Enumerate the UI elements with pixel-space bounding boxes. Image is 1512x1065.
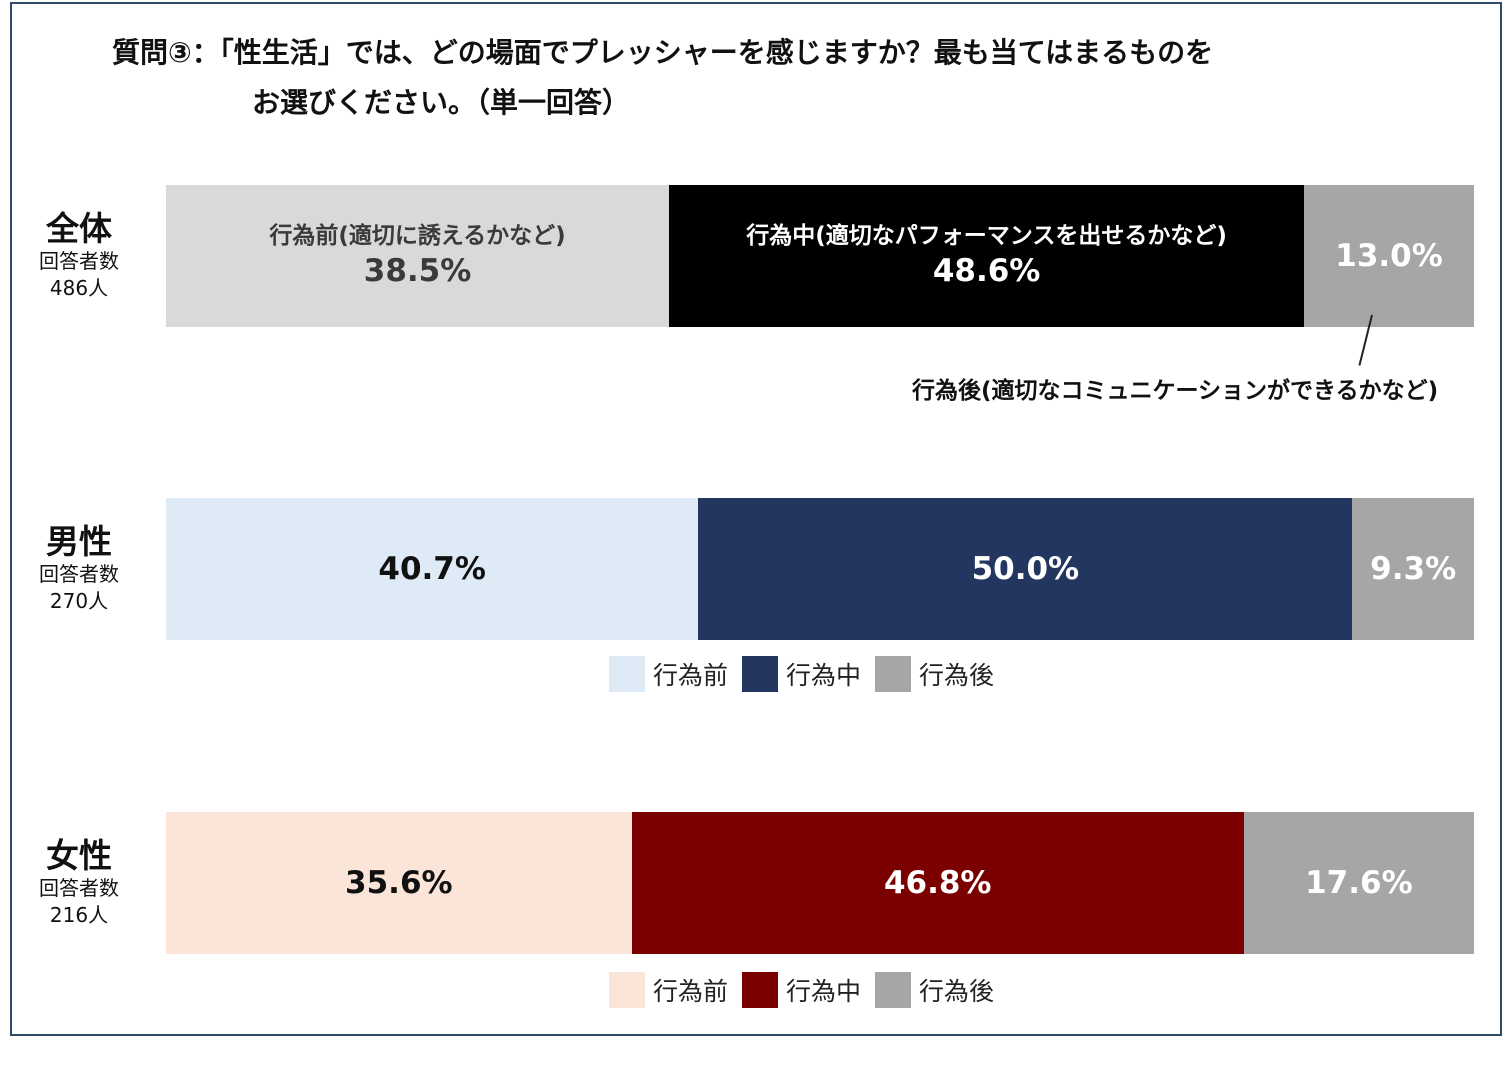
bar-row-total: 行為前(適切に誘えるかなど) 38.5% 行為中(適切なパフォーマンスを出せるか… [166, 185, 1474, 327]
legend-swatch [875, 972, 912, 1008]
row-label-total: 全体 回答者数 486人 [20, 210, 138, 302]
legend-swatch [609, 656, 645, 692]
legend-swatch [875, 656, 912, 692]
bar-segment-during: 行為中(適切なパフォーマンスを出せるかなど) 48.6% [669, 185, 1305, 327]
legend-item: 行為中 [742, 656, 861, 692]
group-name: 男性 [46, 522, 112, 561]
callout-label-after: 行為後(適切なコミュニケーションができるかなど) [912, 378, 1439, 404]
legend-swatch [609, 972, 645, 1008]
data-label: 9.3% [1370, 551, 1457, 587]
data-label: 35.6% [345, 865, 453, 901]
data-label: 46.8% [883, 865, 992, 901]
data-label: 48.6% [932, 253, 1041, 289]
legend-label: 行為前 [653, 977, 729, 1006]
bar-segment-after: 13.0% [1304, 185, 1474, 327]
respondents-count: 216人 [49, 903, 109, 927]
legend-item: 行為前 [609, 656, 728, 692]
bar-segment-before: 行為前(適切に誘えるかなど) 38.5% [166, 185, 670, 327]
segment-category-label: 行為中(適切なパフォーマンスを出せるかなど) [746, 223, 1227, 249]
respondents-label: 回答者数 [39, 249, 119, 273]
title-line-2: お選びください。（単一回答） [252, 86, 631, 119]
legend-female: 行為前 行為中 行為後 [609, 972, 1008, 1008]
bar-segment-before: 35.6% [166, 812, 632, 954]
bar-row-female: 35.6% 46.8% 17.6% [166, 812, 1474, 954]
group-name: 女性 [46, 836, 112, 875]
legend-label: 行為後 [919, 661, 995, 690]
legend-item: 行為後 [875, 656, 994, 692]
legend-male: 行為前 行為中 行為後 [609, 656, 1008, 692]
bar-segment-before: 40.7% [166, 498, 699, 640]
data-label: 38.5% [363, 253, 472, 289]
respondents-label: 回答者数 [39, 876, 119, 900]
legend-item: 行為中 [742, 972, 861, 1008]
chart-title: 質問③：「性生活」では、どの場面でプレッシャーを感じますか？最も当てはまるものを… [112, 28, 1213, 128]
group-name: 全体 [46, 209, 112, 248]
legend-swatch [742, 656, 779, 692]
bar-segment-after: 9.3% [1352, 498, 1474, 640]
legend-label: 行為中 [786, 661, 862, 690]
bar-segment-during: 46.8% [631, 812, 1244, 954]
title-line-1: 質問③：「性生活」では、どの場面でプレッシャーを感じますか？最も当てはまるものを [112, 36, 1214, 69]
row-label-female: 女性 回答者数 216人 [20, 837, 138, 929]
data-label: 13.0% [1335, 238, 1443, 274]
respondents-label: 回答者数 [39, 562, 119, 586]
segment-category-label: 行為前(適切に誘えるかなど) [269, 223, 566, 249]
legend-item: 行為後 [875, 972, 994, 1008]
data-label: 50.0% [971, 551, 1080, 587]
legend-label: 行為後 [919, 977, 995, 1006]
legend-label: 行為前 [653, 661, 729, 690]
bar-segment-during: 50.0% [698, 498, 1353, 640]
data-label: 40.7% [378, 551, 486, 587]
legend-swatch [742, 972, 779, 1008]
bar-segment-after: 17.6% [1243, 812, 1474, 954]
respondents-count: 270人 [49, 589, 109, 613]
legend-label: 行為中 [786, 977, 862, 1006]
data-label: 17.6% [1305, 865, 1413, 901]
bar-row-male: 40.7% 50.0% 9.3% [166, 498, 1474, 640]
row-label-male: 男性 回答者数 270人 [20, 523, 138, 615]
respondents-count: 486人 [49, 276, 109, 300]
legend-item: 行為前 [609, 972, 728, 1008]
